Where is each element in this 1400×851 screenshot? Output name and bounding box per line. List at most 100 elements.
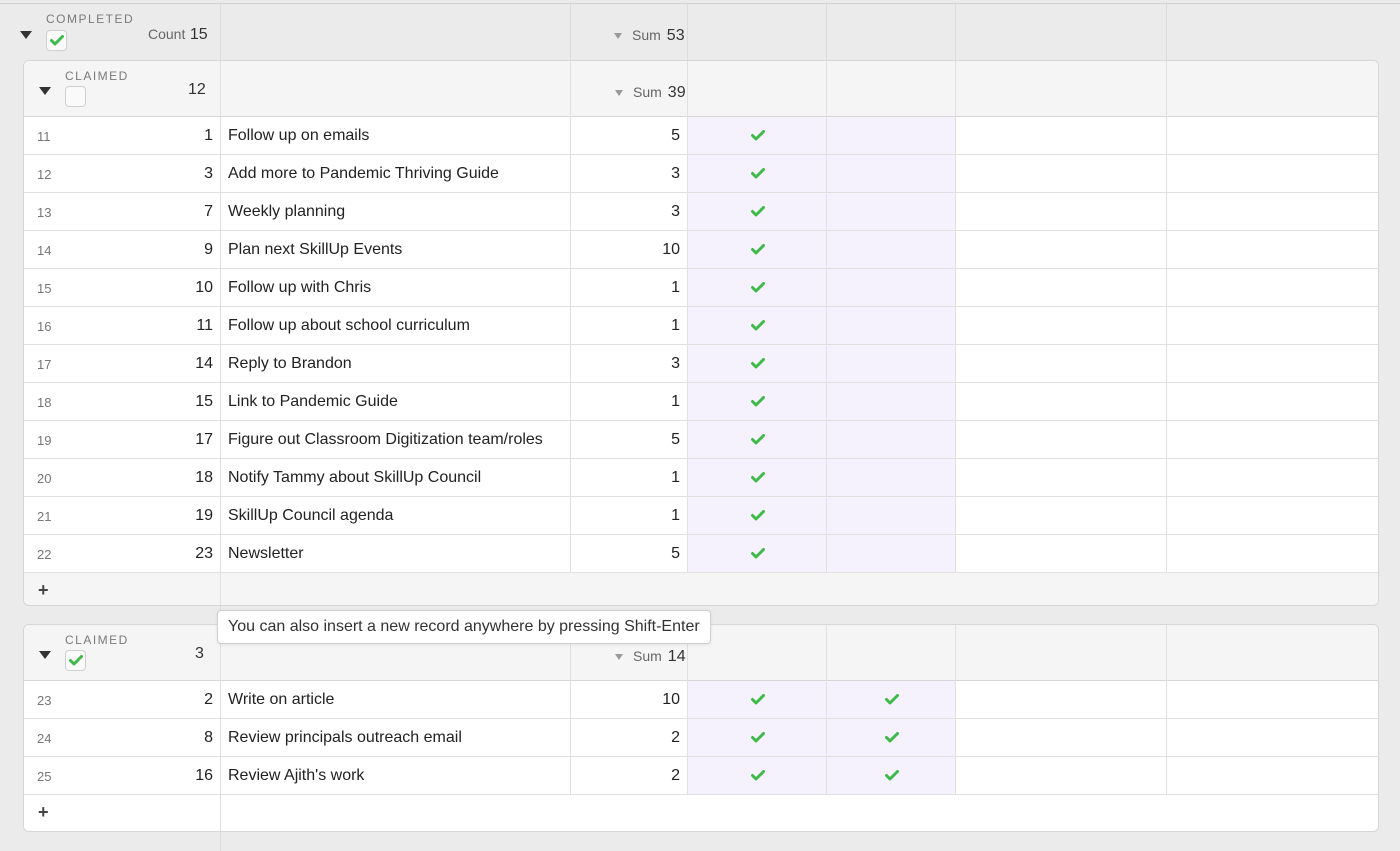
table-row[interactable]: 11 1 Follow up on emails 5 [24, 117, 1378, 155]
record-id-cell[interactable]: 17 [195, 431, 213, 448]
task-name-cell[interactable]: Add more to Pandemic Thriving Guide [228, 165, 499, 182]
record-id-cell[interactable]: 11 [196, 317, 213, 334]
points-cell[interactable]: 5 [671, 431, 680, 448]
group-sum[interactable]: Sum 53 [614, 27, 685, 45]
table-row[interactable]: 25 16 Review Ajith's work 2 [24, 757, 1378, 795]
task-name-cell[interactable]: Follow up about school curriculum [228, 317, 470, 334]
task-name-cell[interactable]: Review principals outreach email [228, 729, 462, 746]
completed-checkmark-icon[interactable] [751, 244, 765, 255]
table-row[interactable]: 22 23 Newsletter 5 [24, 535, 1378, 573]
record-id-cell[interactable]: 15 [195, 393, 213, 410]
sum-caret-icon [615, 90, 623, 96]
points-cell[interactable]: 1 [671, 393, 680, 410]
completed-checkmark-icon[interactable] [751, 130, 765, 141]
record-id-cell[interactable]: 18 [195, 469, 213, 486]
record-id-cell[interactable]: 2 [204, 691, 213, 708]
column-divider [687, 155, 688, 193]
record-id-cell[interactable]: 1 [204, 127, 213, 144]
record-id-cell[interactable]: 7 [204, 203, 213, 220]
column-divider [687, 61, 688, 117]
completed-checkmark-icon[interactable] [751, 548, 765, 559]
task-name-cell[interactable]: Follow up with Chris [228, 279, 372, 296]
completed-checkmark-icon[interactable] [751, 168, 765, 179]
add-record-row[interactable]: + [24, 795, 1378, 831]
table-row[interactable]: 23 2 Write on article 10 [24, 681, 1378, 719]
table-row[interactable]: 15 10 Follow up with Chris 1 [24, 269, 1378, 307]
points-cell[interactable]: 3 [671, 355, 680, 372]
column-divider [220, 345, 221, 383]
record-id-cell[interactable]: 14 [195, 355, 213, 372]
table-row[interactable]: 17 14 Reply to Brandon 3 [24, 345, 1378, 383]
group-sum[interactable]: Sum 39 [615, 84, 686, 102]
task-name-cell[interactable]: Newsletter [228, 545, 304, 562]
points-cell[interactable]: 5 [671, 127, 680, 144]
completed-checkmark-icon[interactable] [751, 694, 765, 705]
completed-checkmark-icon[interactable] [751, 510, 765, 521]
table-row[interactable]: 20 18 Notify Tammy about SkillUp Council 1 [24, 459, 1378, 497]
table-row[interactable]: 19 17 Figure out Classroom Digitization te… [24, 421, 1378, 459]
task-name-cell[interactable]: Plan next SkillUp Events [228, 241, 403, 258]
claimed-checkmark-icon[interactable] [885, 770, 899, 781]
group-sum[interactable]: Sum 14 [615, 648, 686, 666]
claimed-checkmark-icon[interactable] [885, 694, 899, 705]
completed-checkmark-icon[interactable] [751, 206, 765, 217]
points-cell[interactable]: 1 [671, 507, 680, 524]
task-name-cell[interactable]: Link to Pandemic Guide [228, 393, 398, 410]
completed-checkmark-icon[interactable] [751, 396, 765, 407]
sum-caret-icon [614, 33, 622, 39]
task-name-cell[interactable]: Weekly planning [228, 203, 346, 220]
table-row[interactable]: 16 11 Follow up about school curriculum 1 [24, 307, 1378, 345]
completed-checkmark-icon[interactable] [751, 282, 765, 293]
collapse-caret-icon[interactable] [39, 87, 51, 95]
collapse-caret-icon[interactable] [20, 31, 32, 39]
points-cell[interactable]: 1 [671, 317, 680, 334]
completed-checkmark-icon[interactable] [751, 732, 765, 743]
record-id-cell[interactable]: 19 [195, 507, 213, 524]
points-cell[interactable]: 10 [662, 691, 680, 708]
task-name-cell[interactable]: Reply to Brandon [228, 355, 352, 372]
completed-checkmark-icon[interactable] [751, 770, 765, 781]
record-id-cell[interactable]: 10 [195, 279, 213, 296]
column-divider [220, 307, 221, 345]
points-cell[interactable]: 5 [671, 545, 680, 562]
record-id-cell[interactable]: 23 [195, 545, 213, 562]
task-name-cell[interactable]: Figure out Classroom Digitization team/r… [228, 431, 543, 448]
task-name-cell[interactable]: Write on article [228, 691, 335, 708]
record-id-cell[interactable]: 3 [204, 165, 213, 182]
record-id-cell[interactable]: 9 [204, 241, 213, 258]
table-row[interactable]: 18 15 Link to Pandemic Guide 1 [24, 383, 1378, 421]
add-record-button[interactable]: + [38, 802, 49, 822]
record-id-cell[interactable]: 8 [204, 729, 213, 746]
table-row[interactable]: 13 7 Weekly planning 3 [24, 193, 1378, 231]
completed-checkmark-icon[interactable] [751, 320, 765, 331]
completed-checkmark-icon[interactable] [751, 434, 765, 445]
points-cell[interactable]: 10 [662, 241, 680, 258]
points-cell[interactable]: 1 [671, 469, 680, 486]
task-name-cell[interactable]: Review Ajith's work [228, 767, 365, 784]
table-row[interactable]: 14 9 Plan next SkillUp Events 10 [24, 231, 1378, 269]
table-row[interactable]: 12 3 Add more to Pandemic Thriving Guide 3 [24, 155, 1378, 193]
collapse-caret-icon[interactable] [39, 651, 51, 659]
task-name-cell[interactable]: Follow up on emails [228, 127, 370, 144]
tooltip: You can also insert a new record anywher… [217, 610, 711, 644]
points-cell[interactable]: 3 [671, 165, 680, 182]
column-divider [955, 625, 956, 681]
task-name-cell[interactable]: Notify Tammy about SkillUp Council [228, 469, 482, 486]
points-cell[interactable]: 2 [671, 729, 680, 746]
table-row[interactable]: 21 19 SkillUp Council agenda 1 [24, 497, 1378, 535]
sum-value: 53 [666, 27, 685, 44]
row-number: 21 [37, 509, 52, 524]
points-cell[interactable]: 3 [671, 203, 680, 220]
record-id-cell[interactable]: 16 [195, 767, 213, 784]
add-record-button[interactable]: + [38, 580, 49, 600]
column-divider [955, 307, 956, 345]
completed-checkmark-icon[interactable] [751, 358, 765, 369]
task-name-cell[interactable]: SkillUp Council agenda [228, 507, 394, 524]
completed-checkmark-icon[interactable] [751, 472, 765, 483]
checkmark-icon [50, 35, 64, 46]
points-cell[interactable]: 1 [671, 279, 680, 296]
table-row[interactable]: 24 8 Review principals outreach email 2 [24, 719, 1378, 757]
points-cell[interactable]: 2 [671, 767, 680, 784]
claimed-checkmark-icon[interactable] [885, 732, 899, 743]
add-record-row[interactable]: + [24, 573, 1378, 605]
